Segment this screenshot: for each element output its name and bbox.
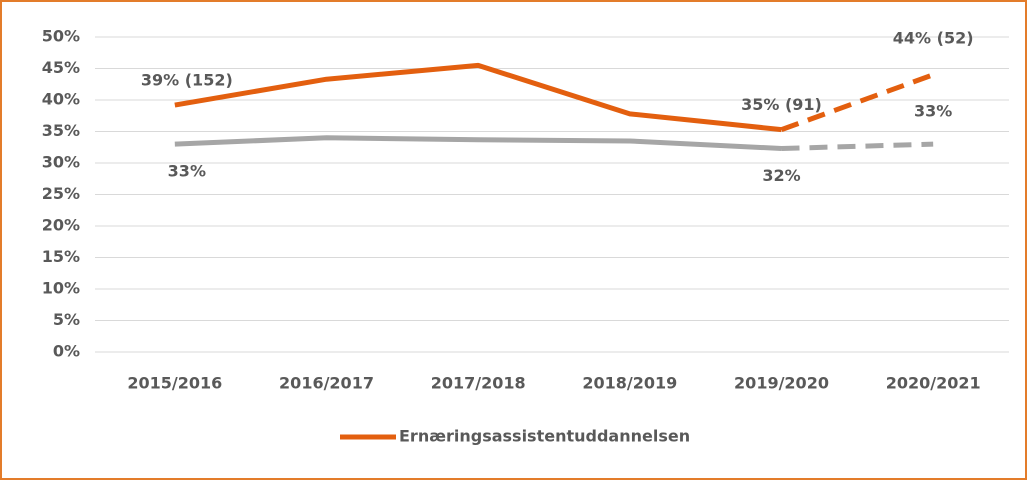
data-label: 33%	[914, 102, 952, 121]
y-tick-label: 5%	[53, 310, 80, 329]
y-tick-label: 0%	[53, 342, 80, 361]
y-tick-label: 25%	[42, 184, 80, 203]
y-tick-label: 35%	[42, 121, 80, 140]
x-tick-label: 2020/2021	[886, 374, 981, 393]
x-tick-label: 2016/2017	[279, 374, 374, 393]
x-tick-label: 2018/2019	[582, 374, 677, 393]
y-tick-label: 30%	[42, 153, 80, 172]
data-label: 35% (91)	[741, 95, 822, 114]
data-label: 44% (52)	[893, 28, 974, 47]
x-tick-label: 2015/2016	[127, 374, 222, 393]
data-label: 39% (152)	[141, 71, 233, 90]
line-series	[174, 135, 782, 152]
dashed-segment	[781, 141, 934, 152]
x-tick-label: 2019/2020	[734, 374, 829, 393]
y-tick-label: 15%	[42, 247, 80, 266]
x-tick-label: 2017/2018	[431, 374, 526, 393]
data-label: 33%	[168, 162, 206, 181]
y-tick-label: 40%	[42, 90, 80, 109]
y-tick-label: 45%	[42, 58, 80, 77]
y-tick-label: 10%	[42, 279, 80, 298]
legend-label: Ernæringsassistentuddannelsen	[399, 427, 690, 446]
y-tick-label: 20%	[42, 216, 80, 235]
y-tick-label: 50%	[42, 27, 80, 46]
data-label: 32%	[762, 166, 800, 185]
line-series	[174, 62, 782, 133]
